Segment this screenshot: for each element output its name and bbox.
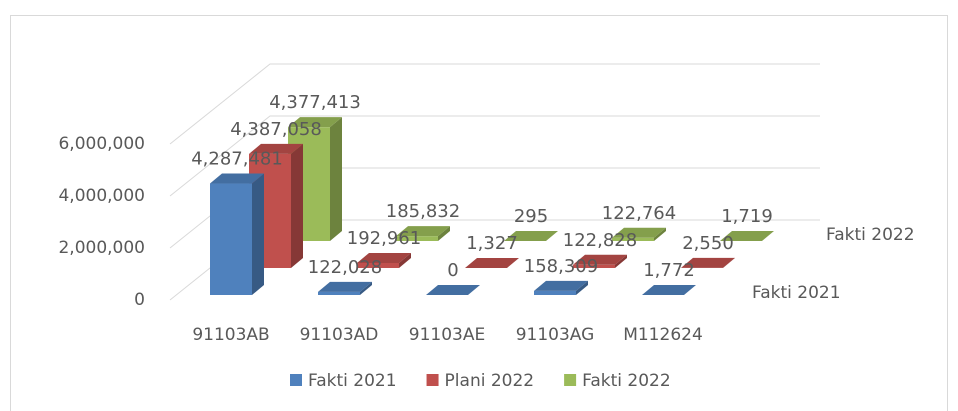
bar-top: [357, 252, 411, 263]
legend-swatch: [564, 374, 577, 386]
data-label: 4,377,413: [269, 92, 361, 113]
data-label: 158,309: [524, 256, 598, 277]
bar-side: [762, 230, 774, 241]
bar-side: [576, 280, 588, 295]
legend-label: Fakti 2021: [308, 371, 397, 391]
bar-top: [396, 226, 450, 237]
legend-swatch: [426, 374, 439, 386]
depth-label: Fakti 2021: [752, 283, 841, 303]
bar-top: [318, 281, 372, 292]
bar-side: [546, 230, 558, 241]
y-tick-label: 6,000,000: [58, 134, 145, 154]
data-label: 122,028: [308, 257, 382, 278]
bar: [357, 262, 399, 268]
chart-frame: [10, 15, 948, 411]
bar-side: [252, 173, 264, 295]
legend-swatch: [290, 374, 302, 386]
bar-side: [438, 226, 450, 241]
data-label: 185,832: [386, 201, 460, 222]
bar-top: [465, 257, 519, 268]
bar-top: [681, 257, 735, 268]
bar-top: [534, 280, 588, 291]
bar: [573, 264, 615, 268]
data-label: 1,327: [466, 233, 518, 254]
bar: [534, 290, 576, 295]
data-label: 192,961: [347, 228, 421, 249]
depth-label: Fakti 2022: [826, 225, 915, 245]
legend-label: Fakti 2022: [582, 371, 671, 391]
bar-top: [612, 227, 666, 238]
bar-side: [360, 281, 372, 295]
y-tick-label: 4,000,000: [58, 186, 145, 206]
bar-top: [210, 173, 264, 184]
data-label: 122,764: [602, 203, 676, 224]
bar-side: [684, 284, 696, 295]
data-label: 1,719: [721, 206, 773, 227]
data-label: 1,772: [643, 260, 695, 281]
x-tick-label: 91103AB: [192, 325, 269, 345]
x-tick-label: 91103AE: [409, 325, 485, 345]
bar: [210, 183, 252, 295]
bar-top: [504, 230, 558, 241]
legend-label: Plani 2022: [445, 371, 535, 391]
bar: [318, 291, 360, 295]
bar-side: [507, 257, 519, 268]
bar-top: [249, 143, 303, 154]
bar-top: [720, 230, 774, 241]
data-label: 4,287,481: [191, 149, 283, 170]
bar-side: [291, 143, 303, 268]
bar: [612, 237, 654, 241]
y-tick-label: 2,000,000: [58, 238, 145, 258]
data-label: 4,387,058: [230, 119, 322, 140]
bar-side: [399, 252, 411, 268]
y-tick-label: 0: [134, 290, 145, 310]
x-tick-label: M112624: [623, 325, 703, 345]
data-label: 2,550: [682, 233, 734, 254]
grid-line: [169, 63, 820, 145]
bar: [396, 236, 438, 241]
data-label: 295: [514, 206, 548, 227]
bar-side: [615, 254, 627, 268]
bar-top: [288, 117, 342, 128]
x-tick-label: 91103AG: [516, 325, 595, 345]
bar-side: [654, 227, 666, 241]
bar-top: [573, 254, 627, 265]
x-tick-label: 91103AD: [300, 325, 379, 345]
grid-line: [169, 115, 820, 197]
bar-top: [426, 285, 480, 295]
data-label: 122,828: [563, 230, 637, 251]
bar-side: [330, 117, 342, 241]
bar-side: [723, 257, 735, 268]
bar-top: [642, 284, 696, 295]
data-label: 0: [447, 260, 458, 281]
